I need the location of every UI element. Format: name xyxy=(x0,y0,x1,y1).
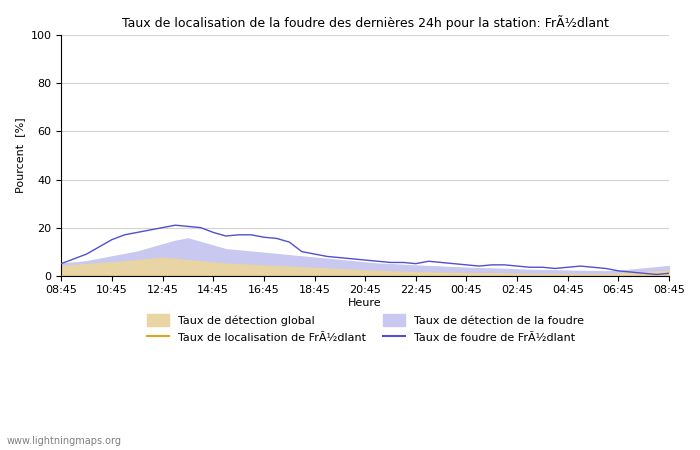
X-axis label: Heure: Heure xyxy=(349,298,382,308)
Legend: Taux de détection global, Taux de localisation de FrÃ½dlant, Taux de détection d: Taux de détection global, Taux de locali… xyxy=(142,310,588,347)
Title: Taux de localisation de la foudre des dernières 24h pour la station: FrÃ½dlant: Taux de localisation de la foudre des de… xyxy=(122,15,608,30)
Text: www.lightningmaps.org: www.lightningmaps.org xyxy=(7,436,122,446)
Y-axis label: Pourcent  [%]: Pourcent [%] xyxy=(15,118,25,194)
